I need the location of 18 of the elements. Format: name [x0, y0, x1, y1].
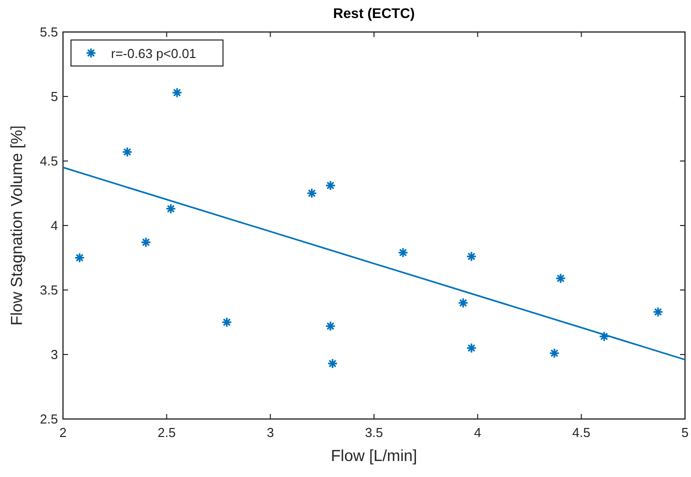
x-tick-label: 4.5: [572, 425, 590, 440]
y-tick-label: 3.5: [40, 282, 58, 298]
x-tick-label: 5: [681, 425, 689, 440]
x-tick-label: 3: [266, 425, 274, 440]
y-tick-label: 3: [50, 347, 58, 362]
y-tick-label: 2.5: [40, 412, 58, 426]
y-tick-label: 5.5: [40, 24, 58, 40]
y-tick-label: 4: [50, 218, 58, 233]
x-axis-title: Flow [L/min]: [330, 448, 418, 465]
x-tick-label: 4: [474, 425, 482, 440]
x-tick-label: 2.5: [158, 425, 176, 440]
y-axis-title: Flow Stagnation Volume [%]: [9, 125, 26, 326]
legend-label: r=-0.63 p<0.01: [111, 46, 196, 61]
chart-title: Rest (ECTC): [333, 5, 415, 21]
x-tick-label: 2: [59, 425, 67, 440]
y-tick-label: 4.5: [40, 154, 58, 168]
y-tick-label: 5: [50, 89, 58, 104]
x-tick-label: 3.5: [364, 425, 384, 440]
